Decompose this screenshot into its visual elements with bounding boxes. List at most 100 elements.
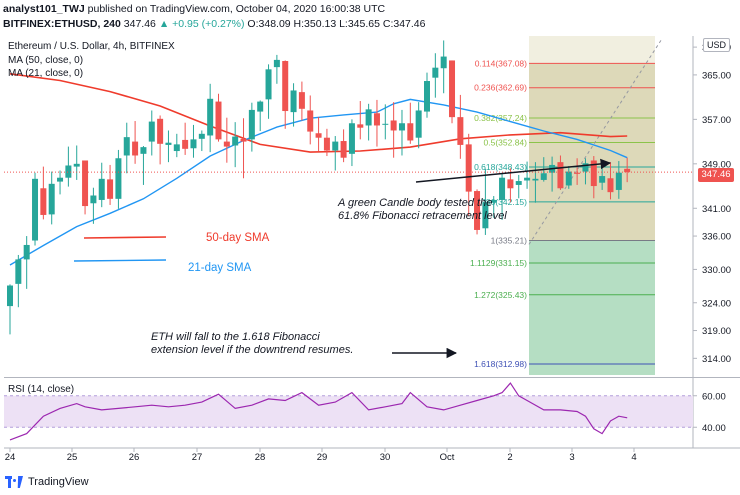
ma21-line bbox=[9, 98, 628, 266]
fib-level-label: 0.114(367.08) bbox=[475, 58, 527, 68]
tradingview-logo-icon[interactable] bbox=[5, 476, 23, 488]
candle-body bbox=[532, 178, 539, 181]
publish-line: analyst101_TWJ published on TradingView.… bbox=[3, 3, 386, 15]
rsi-legend[interactable]: RSI (14, close) bbox=[8, 384, 75, 395]
fib-level-label: 0.236(362.69) bbox=[474, 83, 527, 93]
y-tick-label: 336.00 bbox=[702, 232, 731, 243]
candle bbox=[357, 101, 364, 140]
candle-body bbox=[32, 178, 39, 241]
candle-body bbox=[232, 136, 239, 146]
candle bbox=[315, 117, 322, 152]
candle-body bbox=[340, 141, 347, 158]
footer: TradingView bbox=[5, 472, 89, 492]
candle-body bbox=[298, 92, 305, 109]
candle bbox=[490, 196, 497, 218]
y-tick-label: 357.00 bbox=[702, 115, 731, 126]
candle-body bbox=[15, 259, 22, 284]
candle-body bbox=[424, 81, 430, 112]
annotation-green-candle: 61.8% Fibonacci retracement level bbox=[338, 210, 507, 222]
candle bbox=[90, 187, 97, 224]
fib-zone-band bbox=[529, 36, 655, 64]
candle-body bbox=[565, 171, 572, 186]
candle bbox=[474, 189, 481, 235]
candle bbox=[207, 83, 214, 153]
ma21-legend[interactable]: MA (21, close, 0) bbox=[8, 68, 84, 79]
candle-body bbox=[7, 285, 13, 307]
annotation-green-candle: A green Candle body tested the bbox=[337, 197, 492, 209]
candle bbox=[65, 146, 72, 187]
ohlc-values: O:348.09 H:350.13 L:345.65 C:347.46 bbox=[244, 18, 426, 30]
candle bbox=[440, 40, 447, 94]
x-tick-label: 24 bbox=[5, 452, 16, 463]
candle bbox=[107, 164, 114, 205]
candle-body bbox=[365, 109, 372, 126]
candle-body bbox=[407, 123, 414, 141]
candle bbox=[140, 146, 147, 185]
candle bbox=[32, 172, 39, 246]
candle-body bbox=[273, 59, 280, 68]
candle bbox=[482, 168, 489, 235]
candle bbox=[382, 104, 389, 140]
candle-body bbox=[465, 144, 472, 192]
candle-body bbox=[132, 141, 139, 156]
tradingview-brand[interactable]: TradingView bbox=[28, 476, 89, 488]
candle-body bbox=[615, 172, 622, 190]
candle-body bbox=[582, 163, 589, 172]
candle bbox=[457, 94, 464, 159]
candle bbox=[582, 158, 589, 185]
candle-body bbox=[207, 98, 214, 136]
ma50-legend[interactable]: MA (50, close, 0) bbox=[8, 55, 84, 66]
candle bbox=[524, 161, 531, 189]
candle bbox=[557, 155, 564, 190]
fib-level-label: 0.5(352.84) bbox=[484, 137, 528, 147]
fib-zone-band bbox=[529, 240, 655, 264]
candle-body bbox=[148, 121, 155, 142]
y-tick-label: 319.00 bbox=[702, 326, 731, 337]
candle bbox=[465, 133, 472, 217]
candle bbox=[257, 100, 264, 132]
annotation-fib-extension: extension level if the downtrend resumes… bbox=[151, 344, 353, 356]
candle-body bbox=[390, 120, 397, 131]
candle-body bbox=[457, 117, 464, 145]
candle bbox=[223, 117, 230, 163]
ma50-annotation: 50-day SMA bbox=[206, 232, 270, 244]
candle bbox=[348, 119, 355, 167]
fib-zone-band bbox=[529, 63, 655, 88]
candle-body bbox=[482, 202, 489, 229]
candle bbox=[23, 236, 30, 289]
y-tick-label: 314.00 bbox=[702, 354, 731, 365]
y-tick-label: 365.00 bbox=[702, 70, 731, 81]
candle bbox=[532, 162, 539, 203]
symbol-line: BITFINEX:ETHUSD, 240 347.46 ▲ +0.95 (+0.… bbox=[3, 17, 740, 32]
fib-level-label: 1.618(312.98) bbox=[474, 359, 527, 369]
candle bbox=[565, 166, 572, 189]
author[interactable]: analyst101_TWJ bbox=[3, 3, 85, 15]
rsi-tick-label: 40.00 bbox=[702, 423, 726, 434]
candle-body bbox=[157, 118, 164, 144]
currency-selector[interactable]: USD bbox=[703, 38, 730, 52]
candle-body bbox=[398, 123, 405, 131]
candle-body bbox=[357, 124, 364, 128]
candle bbox=[365, 103, 372, 141]
candle bbox=[282, 60, 289, 129]
candle-body bbox=[323, 137, 330, 151]
candle bbox=[173, 133, 180, 158]
candle bbox=[7, 284, 13, 335]
candle bbox=[115, 149, 122, 209]
annotation-fib-extension: ETH will fall to the 1.618 Fibonacci bbox=[151, 331, 320, 343]
x-tick-label: 25 bbox=[67, 452, 78, 463]
candle-body bbox=[515, 181, 522, 185]
candle-body bbox=[449, 60, 456, 118]
candle-body bbox=[282, 61, 289, 112]
candle-body bbox=[373, 113, 380, 126]
candle-body bbox=[115, 158, 122, 199]
candle bbox=[190, 124, 197, 158]
candle-body bbox=[82, 160, 89, 207]
symbol[interactable]: BITFINEX:ETHUSD, 240 bbox=[3, 18, 124, 30]
candle-body bbox=[415, 110, 422, 138]
candle-body bbox=[73, 163, 80, 167]
y-tick-label: 341.00 bbox=[702, 204, 731, 215]
candle bbox=[123, 122, 130, 174]
candle bbox=[624, 157, 631, 183]
